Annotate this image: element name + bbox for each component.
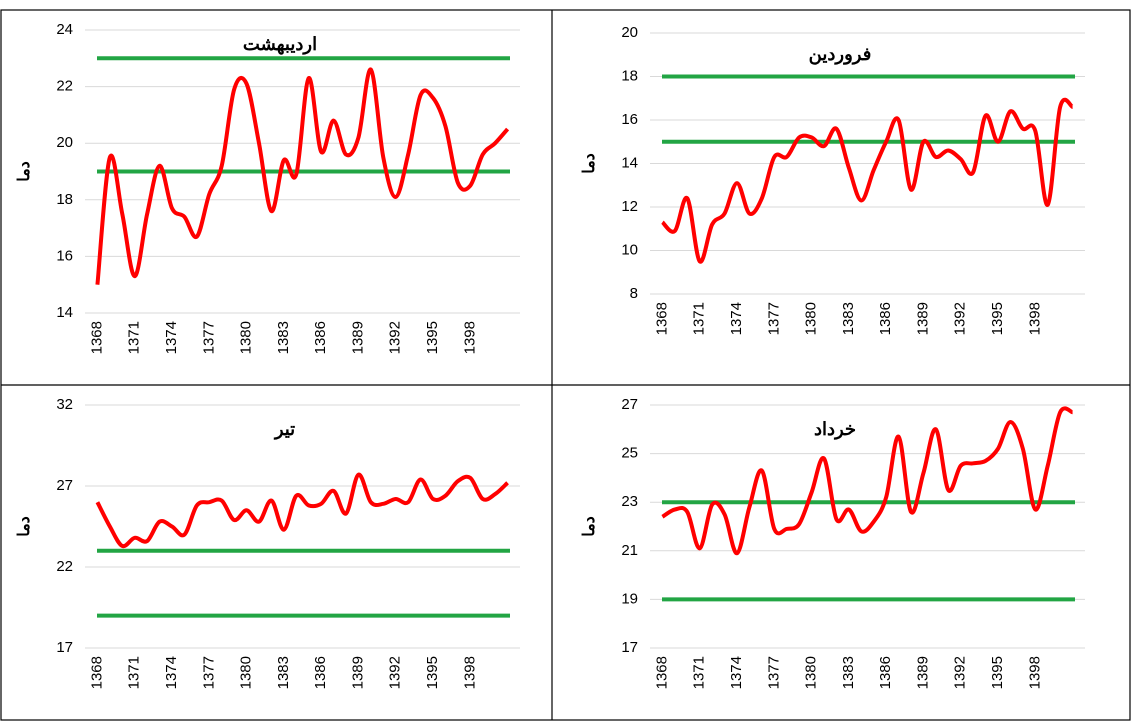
x-tick-label: 1380 bbox=[238, 656, 255, 689]
x-tick-label: 1392 bbox=[387, 321, 404, 354]
y-tick-label: 16 bbox=[621, 111, 638, 128]
x-tick-label: 1374 bbox=[163, 656, 180, 689]
x-tick-label: 1371 bbox=[126, 321, 143, 354]
data-line bbox=[661, 406, 1074, 556]
y-tick-label: 17 bbox=[56, 639, 73, 656]
y-tick-label: 8 bbox=[630, 285, 638, 302]
x-tick-label: 1368 bbox=[653, 656, 670, 689]
table-border bbox=[0, 9, 1131, 721]
x-tick-label: 1371 bbox=[691, 656, 708, 689]
y-axis-label: دما bbox=[581, 516, 598, 537]
x-tick-label: 1398 bbox=[1026, 656, 1043, 689]
chart-title: فروردین bbox=[809, 44, 872, 65]
x-tick-label: 1368 bbox=[88, 656, 105, 689]
x-tick-label: 1386 bbox=[877, 656, 894, 689]
y-axis-label: دما bbox=[16, 516, 33, 537]
y-tick-label: 27 bbox=[56, 477, 73, 494]
x-tick-label: 1395 bbox=[424, 656, 441, 689]
y-axis-label: دما bbox=[16, 161, 33, 182]
x-tick-label: 1380 bbox=[803, 656, 820, 689]
x-tick-label: 1386 bbox=[312, 321, 329, 354]
y-tick-label: 27 bbox=[621, 396, 638, 413]
y-tick-label: 20 bbox=[56, 134, 73, 151]
x-tick-label: 1389 bbox=[349, 656, 366, 689]
y-tick-label: 20 bbox=[621, 24, 638, 41]
x-tick-label: 1383 bbox=[840, 302, 857, 335]
x-tick-label: 1377 bbox=[200, 321, 217, 354]
x-tick-label: 1386 bbox=[877, 302, 894, 335]
y-tick-label: 14 bbox=[621, 154, 638, 171]
data-line bbox=[661, 97, 1074, 264]
x-tick-label: 1392 bbox=[952, 656, 969, 689]
x-tick-label: 1389 bbox=[914, 302, 931, 335]
x-tick-label: 1398 bbox=[461, 656, 478, 689]
y-axis-label: دما bbox=[581, 153, 598, 174]
x-tick-label: 1398 bbox=[1026, 302, 1043, 335]
y-tick-label: 17 bbox=[621, 639, 638, 656]
x-tick-label: 1392 bbox=[952, 302, 969, 335]
x-tick-label: 1374 bbox=[728, 302, 745, 335]
chart-title: اردیبهشت bbox=[243, 34, 317, 55]
x-tick-label: 1395 bbox=[424, 321, 441, 354]
x-tick-label: 1380 bbox=[803, 302, 820, 335]
y-tick-label: 21 bbox=[621, 542, 638, 559]
x-tick-label: 1368 bbox=[88, 321, 105, 354]
x-tick-label: 1377 bbox=[200, 656, 217, 689]
y-tick-label: 22 bbox=[56, 558, 73, 575]
y-tick-label: 25 bbox=[621, 445, 638, 462]
x-tick-label: 1389 bbox=[349, 321, 366, 354]
data-line bbox=[95, 472, 509, 549]
data-line bbox=[95, 67, 510, 285]
y-tick-label: 24 bbox=[56, 21, 73, 38]
x-tick-label: 1389 bbox=[914, 656, 931, 689]
x-tick-label: 1368 bbox=[653, 302, 670, 335]
y-tick-label: 22 bbox=[56, 78, 73, 95]
x-tick-label: 1395 bbox=[989, 302, 1006, 335]
x-tick-label: 1383 bbox=[275, 656, 292, 689]
x-tick-label: 1377 bbox=[765, 302, 782, 335]
x-tick-label: 1374 bbox=[728, 656, 745, 689]
y-tick-label: 10 bbox=[621, 241, 638, 258]
chart-title: تیر bbox=[273, 419, 295, 440]
x-tick-label: 1383 bbox=[840, 656, 857, 689]
y-tick-label: 14 bbox=[56, 304, 73, 321]
y-tick-label: 18 bbox=[56, 191, 73, 208]
x-tick-label: 1398 bbox=[461, 321, 478, 354]
x-tick-label: 1395 bbox=[989, 656, 1006, 689]
chart-title: خرداد bbox=[814, 419, 856, 440]
x-tick-label: 1380 bbox=[238, 321, 255, 354]
x-tick-label: 1371 bbox=[691, 302, 708, 335]
y-tick-label: 16 bbox=[56, 247, 73, 264]
y-tick-label: 18 bbox=[621, 67, 638, 84]
y-tick-label: 19 bbox=[621, 590, 638, 607]
x-tick-label: 1383 bbox=[275, 321, 292, 354]
x-tick-label: 1377 bbox=[765, 656, 782, 689]
x-tick-label: 1371 bbox=[126, 656, 143, 689]
y-tick-label: 32 bbox=[56, 396, 73, 413]
x-tick-label: 1392 bbox=[387, 656, 404, 689]
x-tick-label: 1386 bbox=[312, 656, 329, 689]
x-tick-label: 1374 bbox=[163, 321, 180, 354]
y-tick-label: 23 bbox=[621, 493, 638, 510]
y-tick-label: 12 bbox=[621, 198, 638, 215]
